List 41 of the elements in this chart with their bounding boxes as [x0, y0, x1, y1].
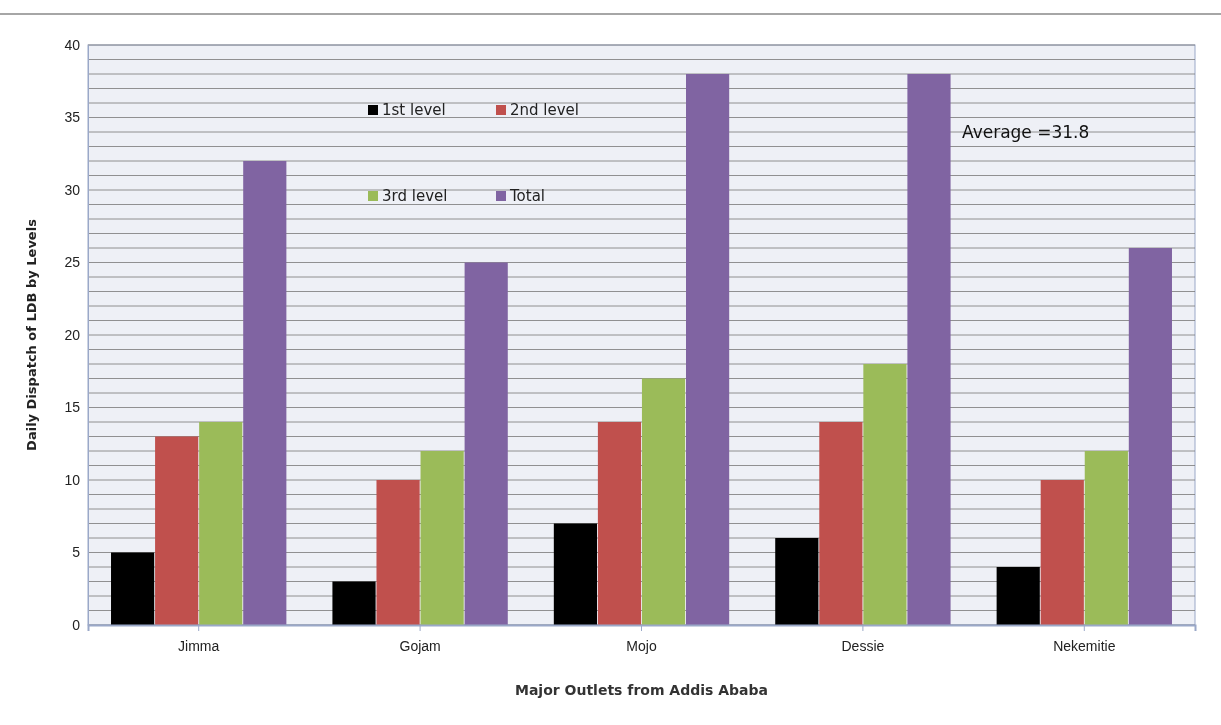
y-tick-label: 20 — [64, 326, 81, 343]
y-tick-label: 35 — [64, 109, 81, 126]
legend-label: 3rd level — [382, 187, 448, 205]
bar — [907, 74, 951, 625]
bar — [243, 161, 287, 625]
y-tick-label: 15 — [64, 399, 81, 416]
y-tick-label: 30 — [64, 181, 81, 198]
bar — [1084, 451, 1128, 625]
bar — [199, 422, 243, 625]
bar — [819, 422, 863, 625]
bar — [775, 538, 819, 625]
y-tick-label: 5 — [72, 544, 81, 561]
x-tick-label: Gojam — [399, 637, 441, 654]
bar — [332, 581, 376, 625]
x-tick-label: Nekemitie — [1053, 637, 1116, 654]
bar — [1040, 480, 1084, 625]
legend-label: Total — [509, 187, 546, 205]
y-axis-title: Daily Dispatch of LDB by Levels — [24, 218, 39, 451]
y-tick-label: 0 — [72, 616, 81, 633]
x-tick-label: Mojo — [626, 637, 657, 654]
bar — [111, 552, 155, 625]
x-tick-label: Jimma — [178, 637, 220, 654]
annotation: Average =31.8 — [962, 122, 1090, 142]
y-tick-label: 10 — [64, 471, 81, 488]
bar — [155, 436, 199, 625]
bar — [641, 378, 686, 625]
y-tick-label: 25 — [64, 254, 81, 271]
legend-label: 2nd level — [510, 101, 580, 119]
bar — [553, 523, 597, 625]
bar — [996, 567, 1040, 625]
bar — [686, 74, 730, 625]
bar — [863, 364, 907, 625]
bar — [420, 451, 464, 625]
x-tick-label: Dessie — [841, 637, 885, 654]
y-tick-label: 40 — [64, 36, 81, 53]
bar — [376, 480, 420, 625]
bar — [1128, 248, 1172, 625]
legend-label: 1st level — [382, 101, 446, 119]
x-axis-title: Major Outlets from Addis Ababa — [514, 682, 769, 698]
bar — [464, 262, 508, 625]
bar — [597, 422, 642, 625]
